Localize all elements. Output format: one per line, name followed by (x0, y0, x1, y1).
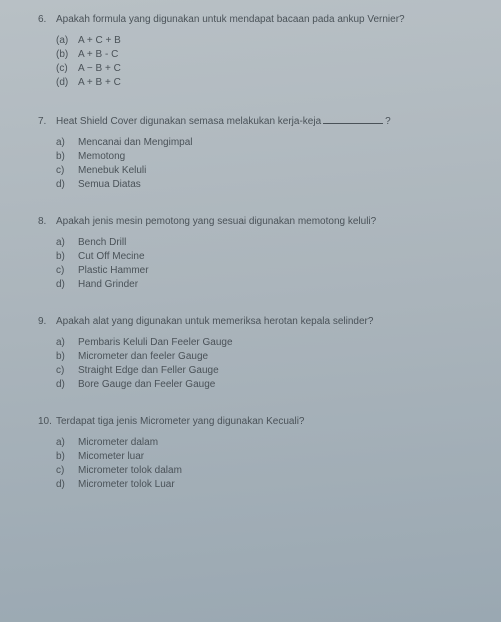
option-text: A − B + C (78, 63, 121, 74)
question-text: Heat Shield Cover digunakan semasa melak… (56, 114, 477, 127)
question: 7.Heat Shield Cover digunakan semasa mel… (38, 114, 477, 190)
option: c)Micrometer tolok dalam (56, 465, 477, 476)
option: (d)A + B + C (56, 77, 477, 88)
option-label: a) (56, 237, 78, 248)
option-text: Bore Gauge dan Feeler Gauge (78, 379, 215, 390)
question-number: 6. (38, 14, 56, 25)
question-line: 8.Apakah jenis mesin pemotong yang sesua… (38, 216, 477, 227)
question-text: Apakah alat yang digunakan untuk memerik… (56, 316, 477, 327)
option: b)Micrometer dan feeler Gauge (56, 351, 477, 362)
option-text: Micrometer dalam (78, 437, 158, 448)
question-text: Apakah jenis mesin pemotong yang sesuai … (56, 216, 477, 227)
question-text: Apakah formula yang digunakan untuk mend… (56, 14, 477, 25)
options: a)Pembaris Keluli Dan Feeler Gaugeb)Micr… (56, 337, 477, 390)
option-text: Micometer luar (78, 451, 144, 462)
option-text: Semua Diatas (78, 179, 141, 190)
option-text: A + B - C (78, 49, 118, 60)
option-label: (a) (56, 35, 78, 46)
option-text: Hand Grinder (78, 279, 138, 290)
question-line: 6.Apakah formula yang digunakan untuk me… (38, 14, 477, 25)
option: c)Plastic Hammer (56, 265, 477, 276)
option-text: Micrometer tolok dalam (78, 465, 182, 476)
option-text: Micrometer dan feeler Gauge (78, 351, 208, 362)
question: 6.Apakah formula yang digunakan untuk me… (38, 14, 477, 88)
question-number: 9. (38, 316, 56, 327)
option-label: (c) (56, 63, 78, 74)
option-label: a) (56, 137, 78, 148)
option: b)Memotong (56, 151, 477, 162)
option-label: d) (56, 279, 78, 290)
question-line: 7.Heat Shield Cover digunakan semasa mel… (38, 114, 477, 127)
option-text: Micrometer tolok Luar (78, 479, 175, 490)
option: c)Straight Edge dan Feller Gauge (56, 365, 477, 376)
question-number: 10. (38, 416, 56, 427)
option-label: a) (56, 437, 78, 448)
option: d)Hand Grinder (56, 279, 477, 290)
option-text: Menebuk Keluli (78, 165, 146, 176)
option-text: Plastic Hammer (78, 265, 149, 276)
option-label: a) (56, 337, 78, 348)
question-line: 9.Apakah alat yang digunakan untuk memer… (38, 316, 477, 327)
option: a)Bench Drill (56, 237, 477, 248)
option: c)Menebuk Keluli (56, 165, 477, 176)
fill-blank (323, 114, 383, 124)
options: (a)A + C + B(b)A + B - C(c)A − B + C(d)A… (56, 35, 477, 88)
question-text-pre: Heat Shield Cover digunakan semasa melak… (56, 116, 321, 127)
option-label: c) (56, 165, 78, 176)
options: a)Micrometer dalamb)Micometer luarc)Micr… (56, 437, 477, 490)
question: 8.Apakah jenis mesin pemotong yang sesua… (38, 216, 477, 290)
option-text: Pembaris Keluli Dan Feeler Gauge (78, 337, 233, 348)
options: a)Bench Drillb)Cut Off Mecinec)Plastic H… (56, 237, 477, 290)
option: (c)A − B + C (56, 63, 477, 74)
option-label: b) (56, 251, 78, 262)
question-number: 7. (38, 116, 56, 127)
option: a)Pembaris Keluli Dan Feeler Gauge (56, 337, 477, 348)
option-text: Memotong (78, 151, 125, 162)
option: a)Mencanai dan Mengimpal (56, 137, 477, 148)
option: b)Cut Off Mecine (56, 251, 477, 262)
option-label: b) (56, 451, 78, 462)
option: d)Bore Gauge dan Feeler Gauge (56, 379, 477, 390)
option: b)Micometer luar (56, 451, 477, 462)
option-label: c) (56, 465, 78, 476)
option-label: c) (56, 265, 78, 276)
option-label: b) (56, 151, 78, 162)
question-text: Terdapat tiga jenis Micrometer yang digu… (56, 416, 477, 427)
option-label: b) (56, 351, 78, 362)
option-label: d) (56, 379, 78, 390)
option-label: c) (56, 365, 78, 376)
option: (b)A + B - C (56, 49, 477, 60)
option-label: d) (56, 479, 78, 490)
option: d)Semua Diatas (56, 179, 477, 190)
option: d)Micrometer tolok Luar (56, 479, 477, 490)
option-text: Cut Off Mecine (78, 251, 145, 262)
question-text-post: ? (385, 116, 391, 127)
option-label: (b) (56, 49, 78, 60)
option-label: d) (56, 179, 78, 190)
option-label: (d) (56, 77, 78, 88)
option-text: A + B + C (78, 77, 121, 88)
question-number: 8. (38, 216, 56, 227)
option-text: Bench Drill (78, 237, 126, 248)
option: (a)A + C + B (56, 35, 477, 46)
option: a)Micrometer dalam (56, 437, 477, 448)
option-text: A + C + B (78, 35, 121, 46)
question: 10.Terdapat tiga jenis Micrometer yang d… (38, 416, 477, 490)
question-line: 10.Terdapat tiga jenis Micrometer yang d… (38, 416, 477, 427)
question: 9.Apakah alat yang digunakan untuk memer… (38, 316, 477, 390)
option-text: Mencanai dan Mengimpal (78, 137, 193, 148)
options: a)Mencanai dan Mengimpalb)Memotongc)Mene… (56, 137, 477, 190)
option-text: Straight Edge dan Feller Gauge (78, 365, 219, 376)
